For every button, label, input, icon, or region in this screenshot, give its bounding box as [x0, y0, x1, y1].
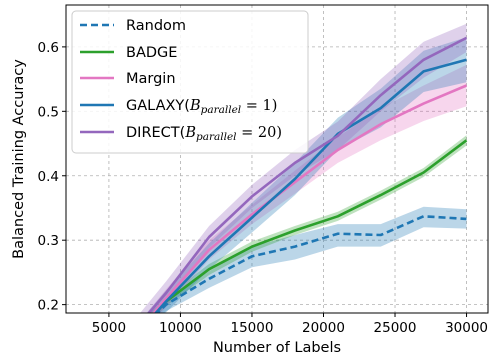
legend-box: [71, 10, 309, 154]
y-tick-label: 0.6: [38, 40, 59, 56]
legend-label-galaxy-b-parallel-1: GALAXY(Bparallel = 1): [126, 98, 277, 116]
line-direct-b-parallel-20: [147, 36, 468, 313]
x-axis-label: Number of Labels: [213, 340, 341, 356]
line-random: [155, 215, 467, 313]
y-tick-label: 0.4: [38, 169, 59, 185]
band-badge: [150, 135, 467, 313]
legend-label-badge: BADGE: [126, 45, 177, 61]
x-tick-label: 10000: [159, 320, 202, 336]
legend-label-direct-b-parallel-20: DIRECT(Bparallel = 20): [126, 125, 282, 143]
x-tick-label: 30000: [445, 320, 488, 336]
legend-label-random: Random: [126, 18, 186, 34]
legend: Random BADGE Margin GALAXY(Bparallel = 1) DI…: [71, 10, 309, 154]
axis-ticks: 5000 10000 15000 20000 25000 30000 0.2 0.3 0.4 0.…: [38, 40, 489, 336]
x-tick-label: 5000: [92, 320, 126, 336]
y-tick-label: 0.2: [38, 298, 59, 314]
series-lines: [147, 36, 468, 313]
band-margin: [146, 64, 467, 313]
line-margin: [152, 84, 468, 313]
y-axis-label: Balanced Training Accuracy: [11, 59, 27, 259]
x-tick-label: 15000: [230, 320, 273, 336]
y-tick-label: 0.5: [38, 104, 59, 120]
line-badge: [153, 139, 468, 313]
legend-label-margin: Margin: [126, 71, 176, 87]
line-galaxy-b-parallel-1: [154, 58, 467, 313]
x-tick-label: 25000: [374, 320, 417, 336]
plot-frame: [65, 4, 489, 314]
y-tick-label: 0.3: [38, 233, 59, 249]
band-galaxy-b-parallel-1: [146, 37, 467, 313]
x-tick-label: 20000: [302, 320, 345, 336]
